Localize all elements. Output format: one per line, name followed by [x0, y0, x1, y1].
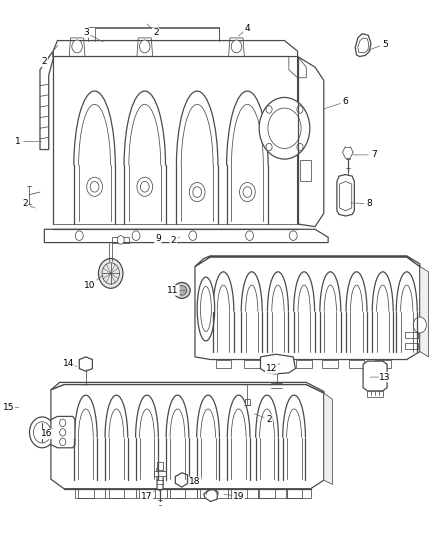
Text: 2: 2: [22, 199, 28, 208]
Circle shape: [140, 40, 150, 53]
Text: 4: 4: [244, 24, 250, 33]
Text: 17: 17: [141, 491, 153, 500]
Text: 7: 7: [371, 150, 377, 159]
Polygon shape: [75, 489, 106, 498]
Polygon shape: [51, 382, 324, 393]
Polygon shape: [339, 181, 352, 211]
Polygon shape: [258, 489, 287, 498]
Polygon shape: [287, 489, 311, 498]
Polygon shape: [420, 266, 428, 357]
Polygon shape: [106, 489, 136, 498]
Circle shape: [297, 143, 303, 151]
Text: 15: 15: [3, 403, 14, 412]
Polygon shape: [79, 357, 92, 371]
Circle shape: [60, 419, 66, 426]
Text: 8: 8: [367, 199, 372, 208]
Polygon shape: [175, 473, 187, 487]
Text: 2: 2: [153, 28, 159, 37]
Polygon shape: [195, 257, 420, 360]
Ellipse shape: [177, 286, 187, 295]
Circle shape: [413, 317, 426, 333]
Circle shape: [297, 106, 303, 113]
Text: 11: 11: [167, 286, 179, 295]
Polygon shape: [245, 399, 250, 405]
Circle shape: [72, 40, 82, 53]
Circle shape: [246, 231, 254, 240]
Polygon shape: [154, 471, 166, 477]
Text: 1: 1: [15, 137, 21, 146]
Polygon shape: [166, 489, 197, 498]
Circle shape: [193, 187, 201, 197]
Text: 18: 18: [189, 478, 201, 486]
Circle shape: [117, 236, 124, 244]
Polygon shape: [157, 462, 163, 470]
Polygon shape: [51, 416, 75, 448]
Circle shape: [231, 40, 242, 53]
Circle shape: [289, 231, 297, 240]
Polygon shape: [261, 354, 295, 374]
Text: 5: 5: [382, 40, 388, 49]
Polygon shape: [136, 489, 166, 498]
Polygon shape: [324, 393, 332, 484]
Polygon shape: [363, 361, 387, 391]
Text: 6: 6: [343, 97, 349, 106]
Polygon shape: [204, 489, 218, 502]
Text: 2: 2: [266, 415, 272, 424]
Circle shape: [189, 231, 197, 240]
Circle shape: [240, 182, 255, 201]
Circle shape: [60, 438, 66, 446]
Polygon shape: [157, 466, 163, 491]
Polygon shape: [51, 384, 324, 489]
Circle shape: [75, 231, 83, 240]
Ellipse shape: [173, 282, 190, 298]
Text: 12: 12: [266, 364, 277, 373]
Circle shape: [99, 259, 123, 288]
Ellipse shape: [29, 417, 55, 448]
Circle shape: [141, 181, 149, 192]
Text: 10: 10: [85, 280, 96, 289]
Circle shape: [189, 182, 205, 201]
Polygon shape: [367, 391, 383, 397]
Circle shape: [90, 181, 99, 192]
Polygon shape: [337, 174, 354, 216]
Polygon shape: [228, 489, 258, 498]
Polygon shape: [355, 34, 371, 56]
Circle shape: [87, 177, 102, 196]
Ellipse shape: [197, 277, 215, 341]
Circle shape: [132, 231, 140, 240]
Circle shape: [60, 429, 66, 436]
Polygon shape: [197, 489, 228, 498]
Polygon shape: [358, 38, 369, 53]
Text: 14: 14: [63, 359, 74, 368]
Circle shape: [102, 263, 120, 284]
Circle shape: [268, 108, 301, 149]
Text: 16: 16: [41, 430, 52, 439]
Circle shape: [266, 143, 272, 151]
Text: 9: 9: [155, 235, 161, 244]
Text: 3: 3: [83, 28, 89, 37]
Ellipse shape: [33, 422, 51, 443]
Text: 19: 19: [233, 491, 244, 500]
Text: 13: 13: [379, 373, 391, 382]
Polygon shape: [195, 256, 420, 266]
Circle shape: [259, 98, 310, 159]
Circle shape: [266, 106, 272, 113]
Ellipse shape: [201, 286, 212, 332]
Circle shape: [243, 187, 252, 197]
Text: 2: 2: [42, 58, 47, 66]
Polygon shape: [300, 160, 311, 181]
Text: 2: 2: [170, 237, 176, 246]
Circle shape: [137, 177, 152, 196]
